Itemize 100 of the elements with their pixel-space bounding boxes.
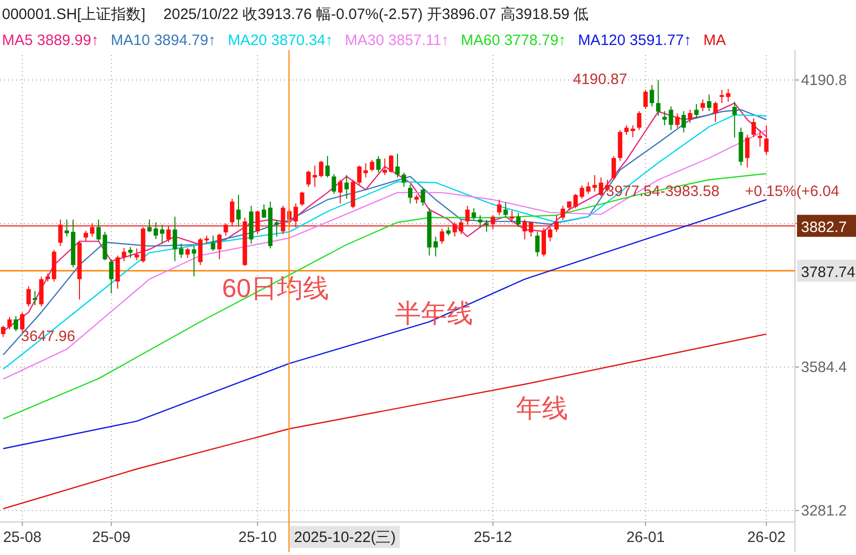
candlestick xyxy=(586,182,590,194)
text: MA xyxy=(703,32,726,49)
candlestick xyxy=(224,222,228,236)
text: MA30 3857.11↑ xyxy=(344,32,449,49)
text: MA120 3591.77↑ xyxy=(578,32,692,49)
candlestick xyxy=(255,210,260,235)
candlestick xyxy=(332,174,336,194)
candlestick xyxy=(440,228,444,244)
candlestick xyxy=(338,179,342,204)
candlestick xyxy=(166,226,171,243)
candlestick xyxy=(656,79,660,116)
candlestick xyxy=(84,230,88,242)
candlestick xyxy=(236,194,241,227)
x-tick-label: 25-10 xyxy=(238,529,277,546)
candlestick xyxy=(720,89,724,104)
candlestick xyxy=(122,247,126,262)
chart-subtitle: 2025/10/22 收3913.76 幅-0.07%(-2.57) 开3896.07 高3918.59 低 xyxy=(163,6,589,23)
candlestick xyxy=(20,312,24,332)
candlestick xyxy=(7,316,12,330)
candlestick xyxy=(548,226,552,242)
text: MA20 3870.34↑ xyxy=(228,32,333,49)
candlestick xyxy=(109,258,114,294)
candlestick xyxy=(636,110,642,131)
x-tick-label: 25-12 xyxy=(474,529,512,546)
annotation: 年线 xyxy=(516,392,568,423)
candlestick xyxy=(528,220,534,238)
candlestick xyxy=(90,222,94,238)
candlestick xyxy=(458,220,464,235)
candlestick xyxy=(732,101,737,138)
candlestick xyxy=(668,106,674,131)
candlestick xyxy=(357,165,362,186)
candlestick xyxy=(376,156,381,174)
candlestick xyxy=(650,84,654,107)
candlestick xyxy=(294,202,298,228)
candlestick xyxy=(503,202,508,218)
candlestick xyxy=(179,243,184,258)
x-tick-label: 25-08 xyxy=(3,529,42,546)
candlestick xyxy=(675,113,680,128)
candlestick xyxy=(128,246,133,258)
candlestick xyxy=(64,219,69,238)
candlestick xyxy=(452,222,457,238)
candlestick xyxy=(217,233,222,260)
x-tick-label: 26-01 xyxy=(626,529,665,546)
candlestick xyxy=(172,216,178,262)
candlestick xyxy=(522,219,527,240)
candlestick xyxy=(472,208,476,221)
candlestick xyxy=(402,172,406,188)
text: 2025-10-22(三) xyxy=(294,529,396,546)
candlestick xyxy=(694,104,699,119)
line-series xyxy=(2,199,767,450)
candlestick xyxy=(318,160,324,178)
candlestick xyxy=(395,153,400,178)
candlestick xyxy=(490,214,496,230)
candlestick xyxy=(510,210,514,223)
ref-line-label: 3787.74 xyxy=(801,264,856,281)
text: MA60 3778.79↑ xyxy=(460,32,566,49)
candlestick xyxy=(751,118,756,138)
candlestick xyxy=(388,154,394,174)
candlestick xyxy=(706,94,712,112)
candlestick xyxy=(185,247,190,258)
candlestick xyxy=(262,204,266,218)
candlestick xyxy=(364,162,368,178)
candlestick xyxy=(210,235,216,252)
candlestick xyxy=(0,325,6,338)
y-tick-label: 3584.4 xyxy=(801,359,847,376)
candlestick xyxy=(280,205,286,235)
candlestick xyxy=(154,222,158,240)
candlestick xyxy=(745,134,750,168)
candlestick xyxy=(58,219,63,247)
x-tick-label: 26-02 xyxy=(747,529,786,546)
candlestick xyxy=(370,159,374,172)
candlestick xyxy=(535,231,540,257)
candlestick xyxy=(726,88,730,102)
candlestick xyxy=(382,158,387,176)
candlestick xyxy=(630,124,636,138)
candlestick xyxy=(592,174,597,192)
y-tick-label: 4190.8 xyxy=(801,72,847,89)
candlestick xyxy=(624,124,629,136)
chart-title: 000001.SH[上证指数] xyxy=(2,6,146,23)
candlestick xyxy=(700,98,705,112)
candlestick xyxy=(433,236,438,257)
candlestick xyxy=(567,200,572,212)
candlestick xyxy=(688,109,692,124)
ref-line-label: 3882.7 xyxy=(801,218,847,236)
candlestick xyxy=(662,110,667,126)
annotation: 4190.87 xyxy=(573,70,628,88)
candlestick xyxy=(325,156,330,178)
candlestick xyxy=(560,205,566,221)
candlestick xyxy=(682,110,686,133)
candlestick xyxy=(598,176,604,197)
candlestick xyxy=(147,219,152,232)
candlestick xyxy=(554,214,559,232)
candlestick xyxy=(713,101,718,123)
candlestick xyxy=(478,214,482,228)
candlestick xyxy=(612,156,616,180)
candlestick xyxy=(306,170,311,188)
candlestick xyxy=(344,174,349,200)
candlestick xyxy=(230,198,234,227)
annotation: +0.15%(+6.04 xyxy=(745,182,840,200)
candlestick xyxy=(764,124,769,156)
